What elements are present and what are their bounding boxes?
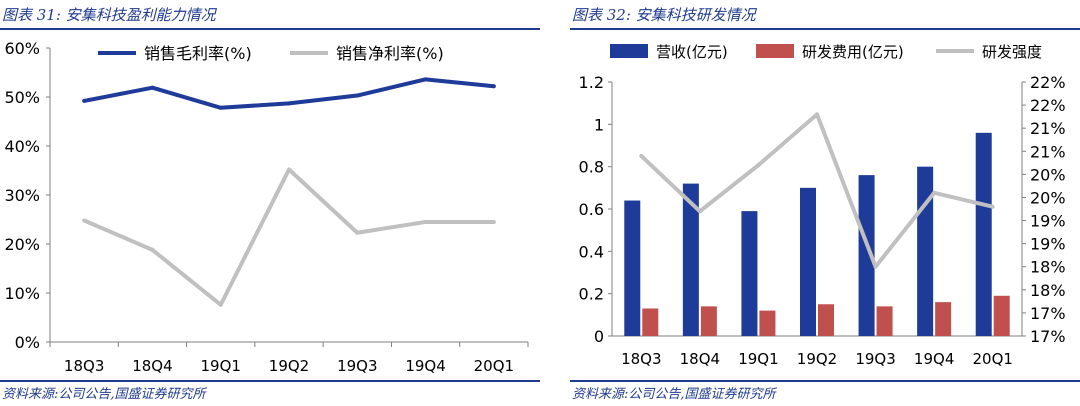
y2-tick-label: 17%: [1030, 327, 1066, 346]
title-rule: [570, 28, 1080, 30]
y-tick-label: 0.2: [579, 285, 604, 304]
y2-tick-label: 21%: [1030, 142, 1066, 161]
rnd-intensity-point: [873, 264, 878, 269]
rnd-intensity-point: [756, 163, 761, 168]
net-margin-line: [83, 167, 494, 307]
gross-margin-point: [82, 98, 87, 103]
y2-tick-label: 19%: [1030, 212, 1066, 231]
y-tick-label: 10%: [4, 284, 40, 303]
y-tick-label: 0: [594, 327, 604, 346]
rnd-expense-bar: [935, 302, 952, 336]
y-tick-label: 0.4: [579, 242, 604, 261]
y2-tick-label: 20%: [1030, 188, 1066, 207]
y-tick-label: 0%: [15, 333, 40, 352]
y2-tick-label: 20%: [1030, 165, 1066, 184]
y2-tick-label: 18%: [1030, 281, 1066, 300]
rnd-intensity-point: [815, 112, 819, 117]
y2-tick-label: 17%: [1030, 304, 1066, 323]
rnd-expense-bar: [993, 295, 1010, 336]
net-margin-point: [150, 247, 155, 252]
y-tick-label: 0.8: [579, 158, 604, 177]
x-tick-label: 19Q4: [405, 357, 445, 375]
x-tick-label: 19Q3: [855, 350, 895, 368]
x-tick-label: 19Q3: [337, 357, 377, 375]
source-note: 资料来源:公司公告,国盛证券研究所: [2, 387, 206, 402]
x-tick-label: 18Q3: [621, 350, 661, 368]
legend-label: 研发费用(亿元): [802, 43, 904, 61]
rnd-intensity-point: [932, 190, 937, 195]
rnd-intensity-point: [990, 204, 995, 209]
net-margin-point: [423, 219, 428, 224]
revenue-bar: [917, 166, 934, 336]
y2-tick-label: 18%: [1030, 258, 1066, 277]
legend-label: 销售净利率(%): [336, 44, 444, 63]
x-tick-label: 20Q1: [474, 357, 514, 375]
legend-swatch: [756, 44, 794, 58]
revenue-bar: [858, 175, 875, 336]
x-tick-label: 19Q1: [738, 350, 778, 368]
chart-title: 图表 31: 安集科技盈利能力情况: [2, 5, 216, 24]
source-rule: [0, 380, 540, 382]
rnd-intensity-point: [697, 209, 702, 214]
rnd-expense-bar: [700, 306, 717, 336]
gross-margin-point: [150, 85, 155, 90]
rnd-expense-bar: [818, 304, 834, 336]
legend-label: 销售毛利率(%): [144, 44, 252, 63]
gross-margin-point: [218, 105, 223, 110]
y-tick-label: 50%: [4, 88, 40, 107]
rnd-intensity-point: [639, 153, 644, 158]
profitability-chart: 0% 10% 20% 30% 40% 50% 60% 18Q3 18Q4 19Q1 19Q2 19Q3…: [4, 39, 529, 375]
revenue-bar: [741, 211, 758, 336]
net-margin-point: [82, 218, 87, 223]
rnd-panel: 图表 32: 安集科技研发情况 0 0.2 0.4 0.6 0.8 1 1.2 17% 17% 1…: [570, 0, 1080, 406]
rnd-expense-bar: [759, 310, 776, 336]
y2-tick-label: 19%: [1030, 235, 1066, 254]
x-tick-label: 18Q3: [64, 357, 104, 375]
rnd-expense-bar: [876, 306, 893, 336]
revenue-bar: [975, 132, 992, 336]
y-tick-label: 30%: [4, 186, 40, 205]
x-tick-label: 19Q1: [200, 357, 240, 375]
source-note: 资料来源:公司公告,国盛证券研究所: [572, 387, 776, 402]
rnd-expense-bar: [642, 308, 659, 336]
net-margin-point: [287, 167, 291, 172]
source-rule: [570, 380, 1080, 382]
legend-label: 研发强度: [982, 43, 1042, 61]
y2-tick-label: 22%: [1030, 73, 1066, 92]
revenue-bar: [624, 200, 641, 336]
x-tick-label: 20Q1: [972, 350, 1012, 368]
y-tick-label: 40%: [4, 137, 40, 156]
y-tick-label: 0.6: [579, 200, 604, 219]
profitability-panel: 图表 31: 安集科技盈利能力情况 0% 10% 20% 30% 40% 50% 60% 18…: [0, 2, 540, 402]
gross-margin-point: [287, 101, 291, 106]
x-tick-label: 18Q4: [132, 357, 172, 375]
legend-swatch: [610, 44, 648, 58]
y-tick-label: 1: [594, 115, 604, 134]
chart-title-row: 图表 31: 安集科技盈利能力情况: [2, 2, 216, 26]
x-tick-label: 19Q2: [797, 350, 837, 368]
x-tick-label: 19Q4: [914, 350, 954, 368]
y-tick-label: 1.2: [579, 73, 604, 92]
revenue-bar: [800, 187, 816, 336]
gross-margin-point: [423, 77, 428, 82]
gross-margin-point: [355, 93, 360, 98]
chart-title-row: 图表 32: 安集科技研发情况: [572, 2, 756, 26]
legend-label: 营收(亿元): [656, 43, 728, 61]
y2-tick-label: 21%: [1030, 119, 1066, 138]
net-margin-point: [491, 219, 496, 224]
y2-tick-label: 22%: [1030, 96, 1066, 115]
y-tick-label: 20%: [4, 235, 40, 254]
chart-title: 图表 32: 安集科技研发情况: [572, 5, 756, 24]
y-tick-label: 60%: [4, 39, 40, 58]
rnd-chart: 0 0.2 0.4 0.6 0.8 1 1.2 17% 17% 18% 18% 19% 19% 20% 20…: [579, 43, 1066, 368]
gross-margin-point: [491, 84, 496, 89]
x-tick-label: 18Q4: [680, 350, 720, 368]
net-margin-point: [355, 230, 360, 235]
revenue-bar: [682, 183, 699, 336]
title-rule: [0, 28, 540, 30]
net-margin-point: [218, 302, 223, 307]
x-tick-label: 19Q2: [269, 357, 309, 375]
